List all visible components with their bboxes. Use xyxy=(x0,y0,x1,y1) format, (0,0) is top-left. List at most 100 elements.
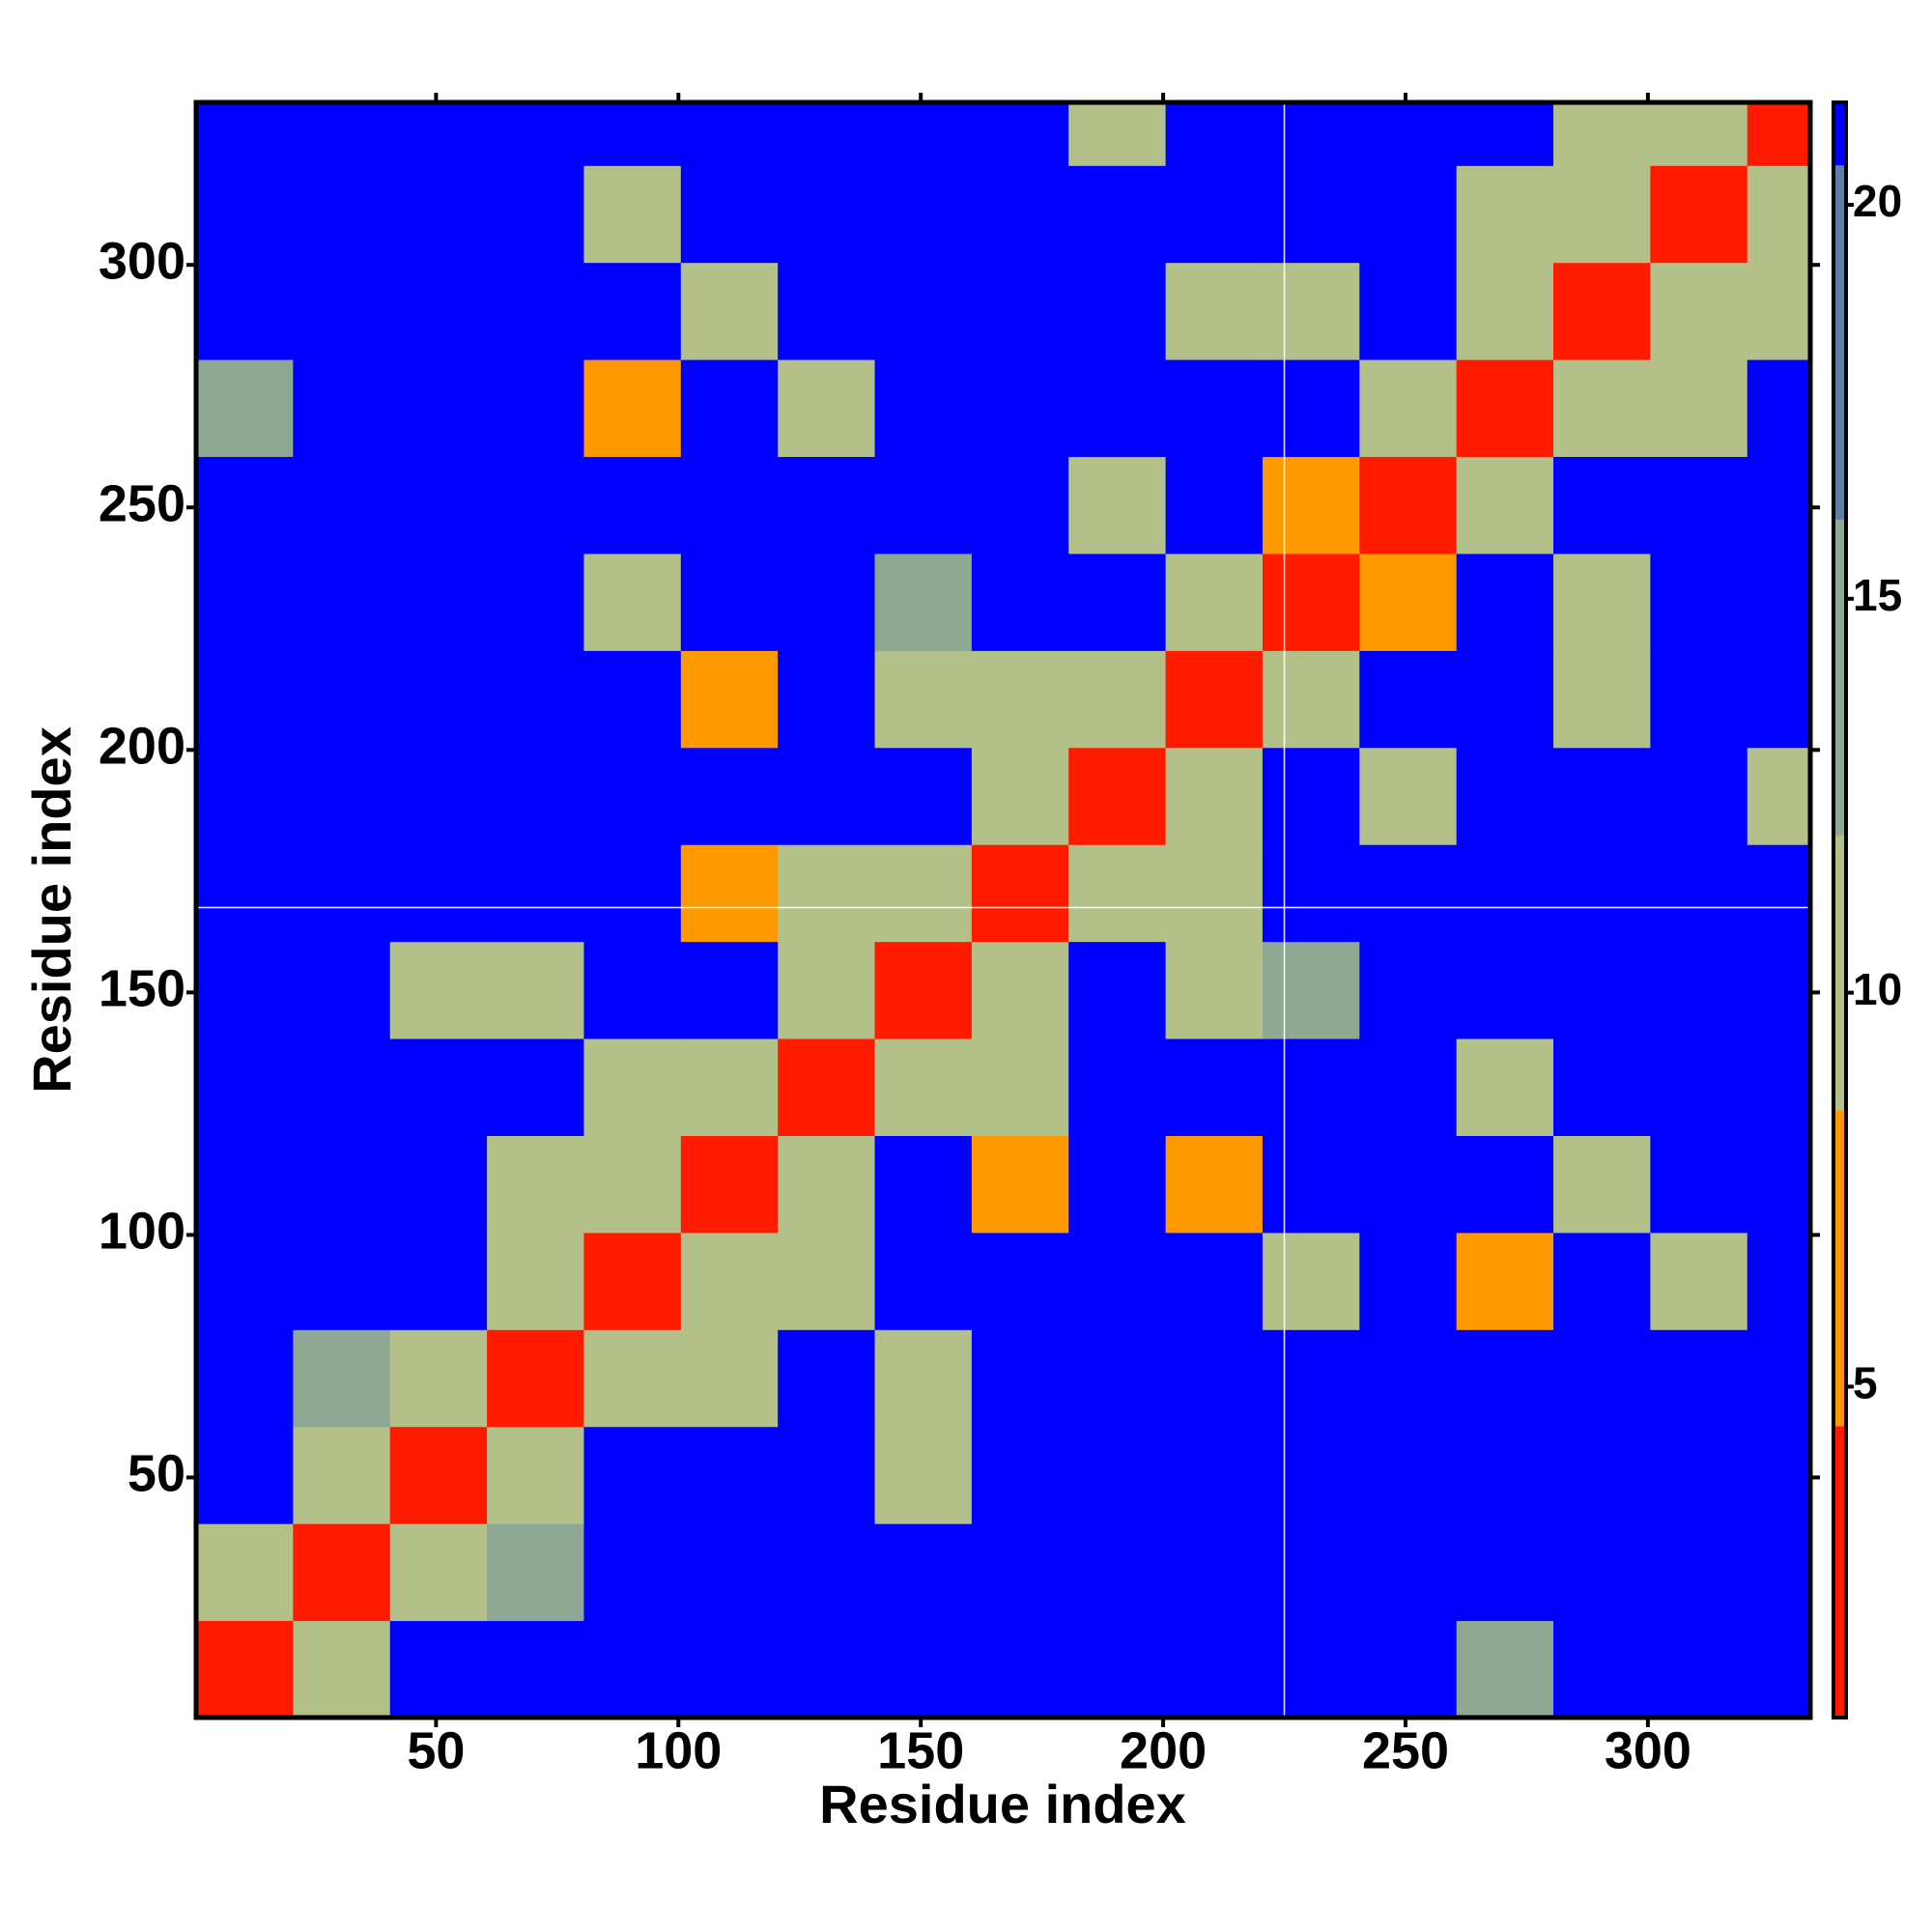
heatmap-cell xyxy=(1165,844,1264,943)
colorbar-tick-label: 15 xyxy=(1853,570,1902,620)
heatmap-cell xyxy=(680,102,779,166)
heatmap-cell xyxy=(778,1329,876,1428)
heatmap-cell xyxy=(196,844,294,943)
heatmap-cell xyxy=(389,650,488,749)
heatmap-cell xyxy=(778,1426,876,1524)
heatmap-cell xyxy=(1359,262,1458,360)
heatmap-cell xyxy=(487,1038,584,1136)
heatmap-cell xyxy=(1359,650,1458,749)
heatmap-cell xyxy=(971,1232,1069,1330)
heatmap-cell xyxy=(487,1426,584,1524)
heatmap-cell xyxy=(389,941,488,1039)
y-tick-label: 150 xyxy=(99,960,185,1018)
heatmap-cell xyxy=(1650,941,1748,1039)
heatmap-cell xyxy=(1359,1135,1458,1234)
heatmap-cell xyxy=(1068,102,1167,166)
heatmap-cell xyxy=(874,1426,973,1524)
heatmap-cell xyxy=(389,359,488,458)
y-tick-label: 250 xyxy=(99,475,185,533)
heatmap-cell xyxy=(680,1135,779,1234)
heatmap-cell xyxy=(487,844,584,943)
heatmap-cell xyxy=(1068,553,1167,651)
heatmap-cell xyxy=(778,1620,876,1719)
heatmap-cell xyxy=(680,1232,779,1330)
heatmap-cell xyxy=(196,262,294,360)
heatmap-cell xyxy=(196,102,294,166)
heatmap-cell xyxy=(1456,456,1554,554)
heatmap-cell xyxy=(1650,553,1748,651)
heatmap-cell xyxy=(1359,359,1458,458)
heatmap-cell xyxy=(680,1426,779,1524)
heatmap-cell xyxy=(1068,1038,1167,1136)
heatmap-cell xyxy=(1553,102,1651,166)
heatmap-cell xyxy=(1165,1620,1264,1719)
heatmap-cell xyxy=(1068,1135,1167,1234)
heatmap-cell xyxy=(874,165,973,264)
heatmap-cell xyxy=(1262,262,1360,360)
heatmap-cell xyxy=(1068,650,1167,749)
heatmap-cell xyxy=(1068,1620,1167,1719)
heatmap-cell xyxy=(1165,553,1264,651)
heatmap-cell xyxy=(1650,650,1748,749)
heatmap-cell xyxy=(293,262,391,360)
heatmap-cell xyxy=(1359,456,1458,554)
heatmap-cell xyxy=(293,650,391,749)
heatmap-cell xyxy=(1650,1038,1748,1136)
colorbar-band xyxy=(1833,102,1846,166)
heatmap-cell xyxy=(389,165,488,264)
heatmap-cell xyxy=(196,650,294,749)
heatmap-cell xyxy=(971,359,1069,458)
heatmap-cell xyxy=(778,262,876,360)
heatmap-cell xyxy=(389,1329,488,1428)
heatmap-cell xyxy=(1359,1232,1458,1330)
heatmap-cell xyxy=(971,650,1069,749)
x-tick-label: 200 xyxy=(1120,1721,1207,1779)
heatmap-cell xyxy=(1262,650,1360,749)
heatmap-cell xyxy=(389,1135,488,1234)
heatmap-cell xyxy=(1650,1329,1748,1428)
heatmap-cell xyxy=(583,747,682,845)
heatmap-cell xyxy=(1650,1426,1748,1524)
heatmap-cell xyxy=(680,844,779,943)
heatmap-cell xyxy=(1456,650,1554,749)
heatmap-cell xyxy=(1068,456,1167,554)
heatmap-cell xyxy=(874,941,973,1039)
heatmap-cell xyxy=(1747,1232,1811,1330)
heatmap-cell xyxy=(1747,1135,1811,1234)
heatmap-cell xyxy=(1262,747,1360,845)
heatmap-cell xyxy=(196,1038,294,1136)
heatmap-cell xyxy=(1650,1232,1748,1330)
heatmap-cell xyxy=(1165,941,1264,1039)
heatmap-cell xyxy=(1165,747,1264,845)
heatmap-cell xyxy=(1262,1135,1360,1234)
heatmap-cell xyxy=(1747,747,1811,845)
heatmap-cell xyxy=(1359,1329,1458,1428)
heatmap-cell xyxy=(293,1135,391,1234)
colorbar-tick-label: 5 xyxy=(1853,1358,1878,1408)
heatmap-cell xyxy=(971,1523,1069,1622)
heatmap-cell xyxy=(971,1426,1069,1524)
heatmap-cell xyxy=(196,165,294,264)
heatmap-cell xyxy=(874,456,973,554)
heatmap-cell xyxy=(389,1038,488,1136)
heatmap-cell xyxy=(389,1426,488,1524)
heatmap-cell xyxy=(583,941,682,1039)
heatmap-cell xyxy=(778,359,876,458)
heatmap-cell xyxy=(1747,1523,1811,1622)
heatmap-cell xyxy=(874,1232,973,1330)
heatmap-cell xyxy=(1456,1329,1554,1428)
heatmap-cell xyxy=(680,941,779,1039)
heatmap-cell xyxy=(1747,1038,1811,1136)
heatmap-cell xyxy=(293,747,391,845)
heatmap-cell xyxy=(1262,359,1360,458)
heatmap-cell xyxy=(583,650,682,749)
heatmap-cell xyxy=(487,941,584,1039)
heatmap-cell xyxy=(196,456,294,554)
heatmap-cell xyxy=(1747,1620,1811,1719)
heatmap-cell xyxy=(293,553,391,651)
heatmap-cell xyxy=(196,1620,294,1719)
heatmap-cell xyxy=(583,1232,682,1330)
y-axis-title: Residue index xyxy=(21,726,82,1094)
heatmap-cell xyxy=(196,1329,294,1428)
colorbar-band xyxy=(1833,165,1846,521)
